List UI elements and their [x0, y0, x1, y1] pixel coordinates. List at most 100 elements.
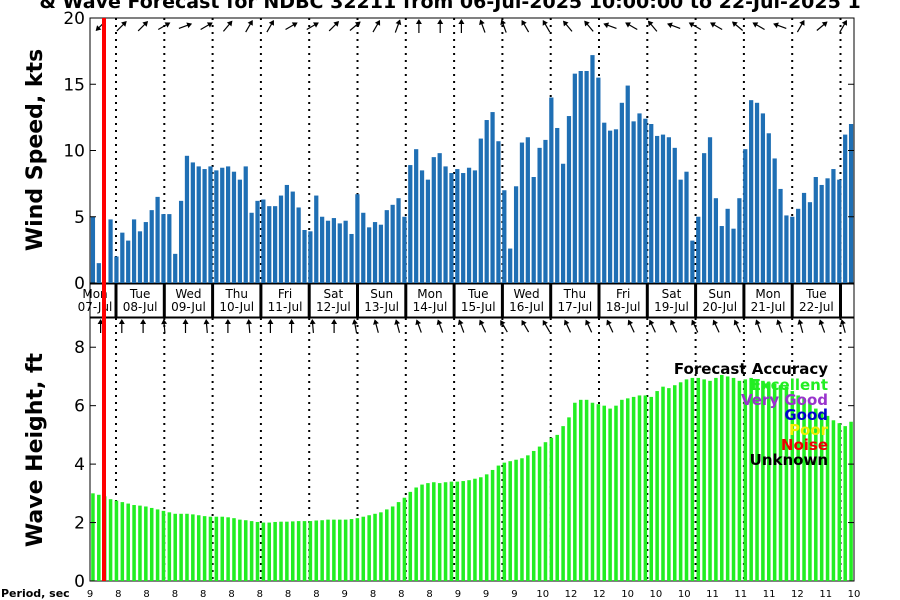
day-name: Sun [370, 287, 393, 301]
wind-bar [578, 71, 583, 283]
direction-arrow [839, 319, 846, 333]
direction-arrow [182, 319, 189, 333]
wave-bar [749, 377, 753, 581]
wave-bar [631, 396, 636, 581]
wave-bar [508, 461, 512, 581]
direction-arrow [797, 319, 804, 333]
wave-bar [767, 382, 771, 581]
wind-bar [408, 165, 413, 283]
direction-arrow [266, 19, 274, 33]
direction-arrow [394, 19, 402, 33]
wave-bar [743, 379, 748, 581]
wind-bar [214, 170, 219, 284]
wave-bar [355, 518, 360, 581]
wave-bar [637, 395, 642, 581]
direction-arrow [712, 319, 720, 333]
wave-bar [97, 494, 101, 581]
wave-bar [173, 513, 177, 581]
period-value: 12 [565, 589, 578, 600]
wind-bar [625, 85, 630, 283]
day-date: 07-Jul [78, 300, 113, 314]
wind-bar [719, 226, 724, 284]
y-tick-label: 6 [74, 397, 85, 417]
direction-arrow [118, 319, 125, 333]
wind-bar [560, 163, 566, 283]
day-date: 10-Jul [219, 300, 254, 314]
direction-arrow [479, 319, 487, 333]
direction-arrow [776, 319, 783, 333]
wave-bar [426, 483, 430, 581]
wind-bar [243, 166, 248, 283]
wind-direction-arrows [95, 19, 847, 33]
wave-bar [255, 521, 260, 581]
wind-bar [137, 231, 143, 283]
wind-bar [143, 222, 148, 283]
wind-bar [455, 169, 460, 283]
wave-bar [484, 474, 489, 581]
wave-bar [531, 450, 536, 581]
wind-bar [443, 166, 448, 283]
wind-bar [649, 124, 654, 283]
direction-arrow [563, 319, 572, 333]
wave-bar [408, 491, 413, 581]
direction-arrow [688, 22, 702, 31]
day-name: Fri [616, 287, 630, 301]
period-value: 10 [621, 589, 634, 600]
y-tick-label: 4 [74, 455, 85, 475]
wind-bar [702, 153, 707, 283]
direction-arrow [667, 22, 681, 29]
wind-bar [131, 219, 137, 283]
wave-bar [808, 402, 812, 581]
wind-bar [343, 220, 348, 283]
wind-bar [173, 253, 178, 283]
day-name: Fri [278, 287, 292, 301]
y-tick-label: 10 [63, 142, 85, 162]
wave-direction-arrows [97, 319, 846, 334]
wave-bar [449, 481, 454, 581]
wave-bar [332, 519, 336, 581]
wind-bar [178, 200, 184, 283]
direction-arrow [754, 319, 762, 333]
day-date: 11-Jul [268, 300, 303, 314]
direction-arrow [796, 19, 805, 33]
wind-bar [502, 190, 507, 283]
wave-bar [490, 469, 495, 581]
wave-bar [302, 521, 307, 581]
direction-arrow [818, 319, 826, 333]
wave-bar [825, 415, 830, 581]
wind-bar [478, 138, 483, 283]
wind-bar [713, 198, 719, 283]
wind-bar [825, 178, 830, 283]
wind-bar [425, 179, 431, 283]
period-value: 8 [257, 589, 263, 600]
direction-arrow [773, 22, 787, 29]
wind-bar [602, 122, 607, 284]
period-value: 8 [228, 589, 234, 600]
wave-bar [226, 517, 230, 581]
direction-arrow [349, 21, 361, 31]
wind-bar [566, 116, 572, 283]
period-value: 12 [593, 589, 606, 600]
wind-bar [220, 167, 225, 283]
wave-bar [714, 377, 718, 581]
direction-arrow [116, 21, 127, 32]
y-tick-label: 0 [74, 572, 85, 592]
wind-bar [108, 219, 113, 283]
wave-bar [561, 426, 565, 581]
wave-bar [602, 405, 606, 581]
day-label-strip [89, 283, 855, 318]
wave-bar [678, 382, 683, 581]
wind-bar [384, 210, 389, 284]
day-date: 09-Jul [171, 300, 206, 314]
wave-bar [672, 385, 677, 581]
wind-bar [796, 208, 801, 283]
wind-bar [848, 124, 854, 283]
wave-day-lines [115, 318, 842, 581]
y-tick-label: 5 [74, 208, 85, 228]
direction-arrow [457, 319, 465, 333]
wave-bar [144, 506, 148, 581]
wave-bar [831, 420, 836, 581]
wave-bar [367, 515, 371, 581]
wave-bar [790, 391, 795, 581]
wind-bar [807, 202, 813, 284]
